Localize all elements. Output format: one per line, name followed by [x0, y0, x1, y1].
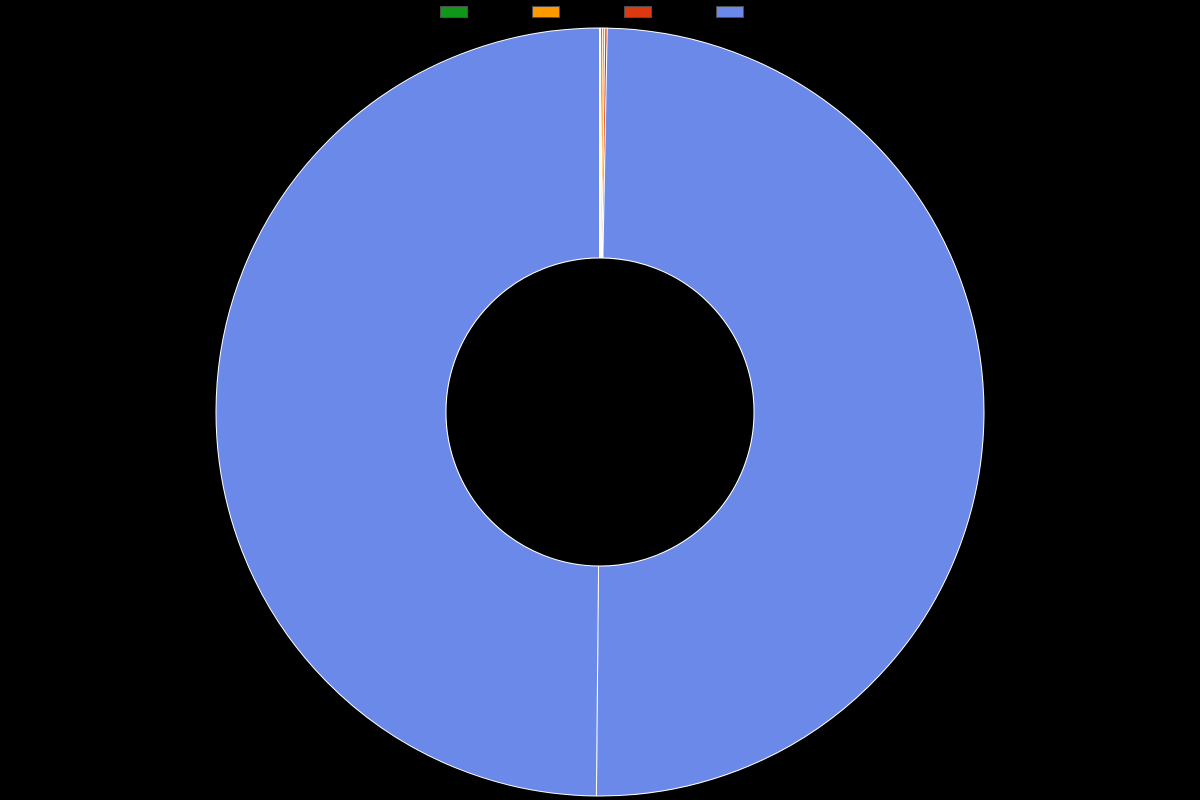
- legend-item-3[interactable]: [716, 6, 760, 18]
- legend-label-2: [658, 6, 668, 18]
- legend-swatch-3: [716, 6, 744, 18]
- donut-chart-wrap: [0, 24, 1200, 800]
- legend-item-1[interactable]: [532, 6, 576, 18]
- legend-swatch-0: [440, 6, 468, 18]
- chart-canvas: [0, 0, 1200, 800]
- legend-item-0[interactable]: [440, 6, 484, 18]
- legend-swatch-1: [532, 6, 560, 18]
- legend-label-3: [750, 6, 760, 18]
- legend-swatch-2: [624, 6, 652, 18]
- legend: [0, 6, 1200, 18]
- legend-label-1: [566, 6, 576, 18]
- donut-hole: [446, 258, 754, 566]
- legend-item-2[interactable]: [624, 6, 668, 18]
- legend-label-0: [474, 6, 484, 18]
- donut-chart: [0, 24, 1200, 800]
